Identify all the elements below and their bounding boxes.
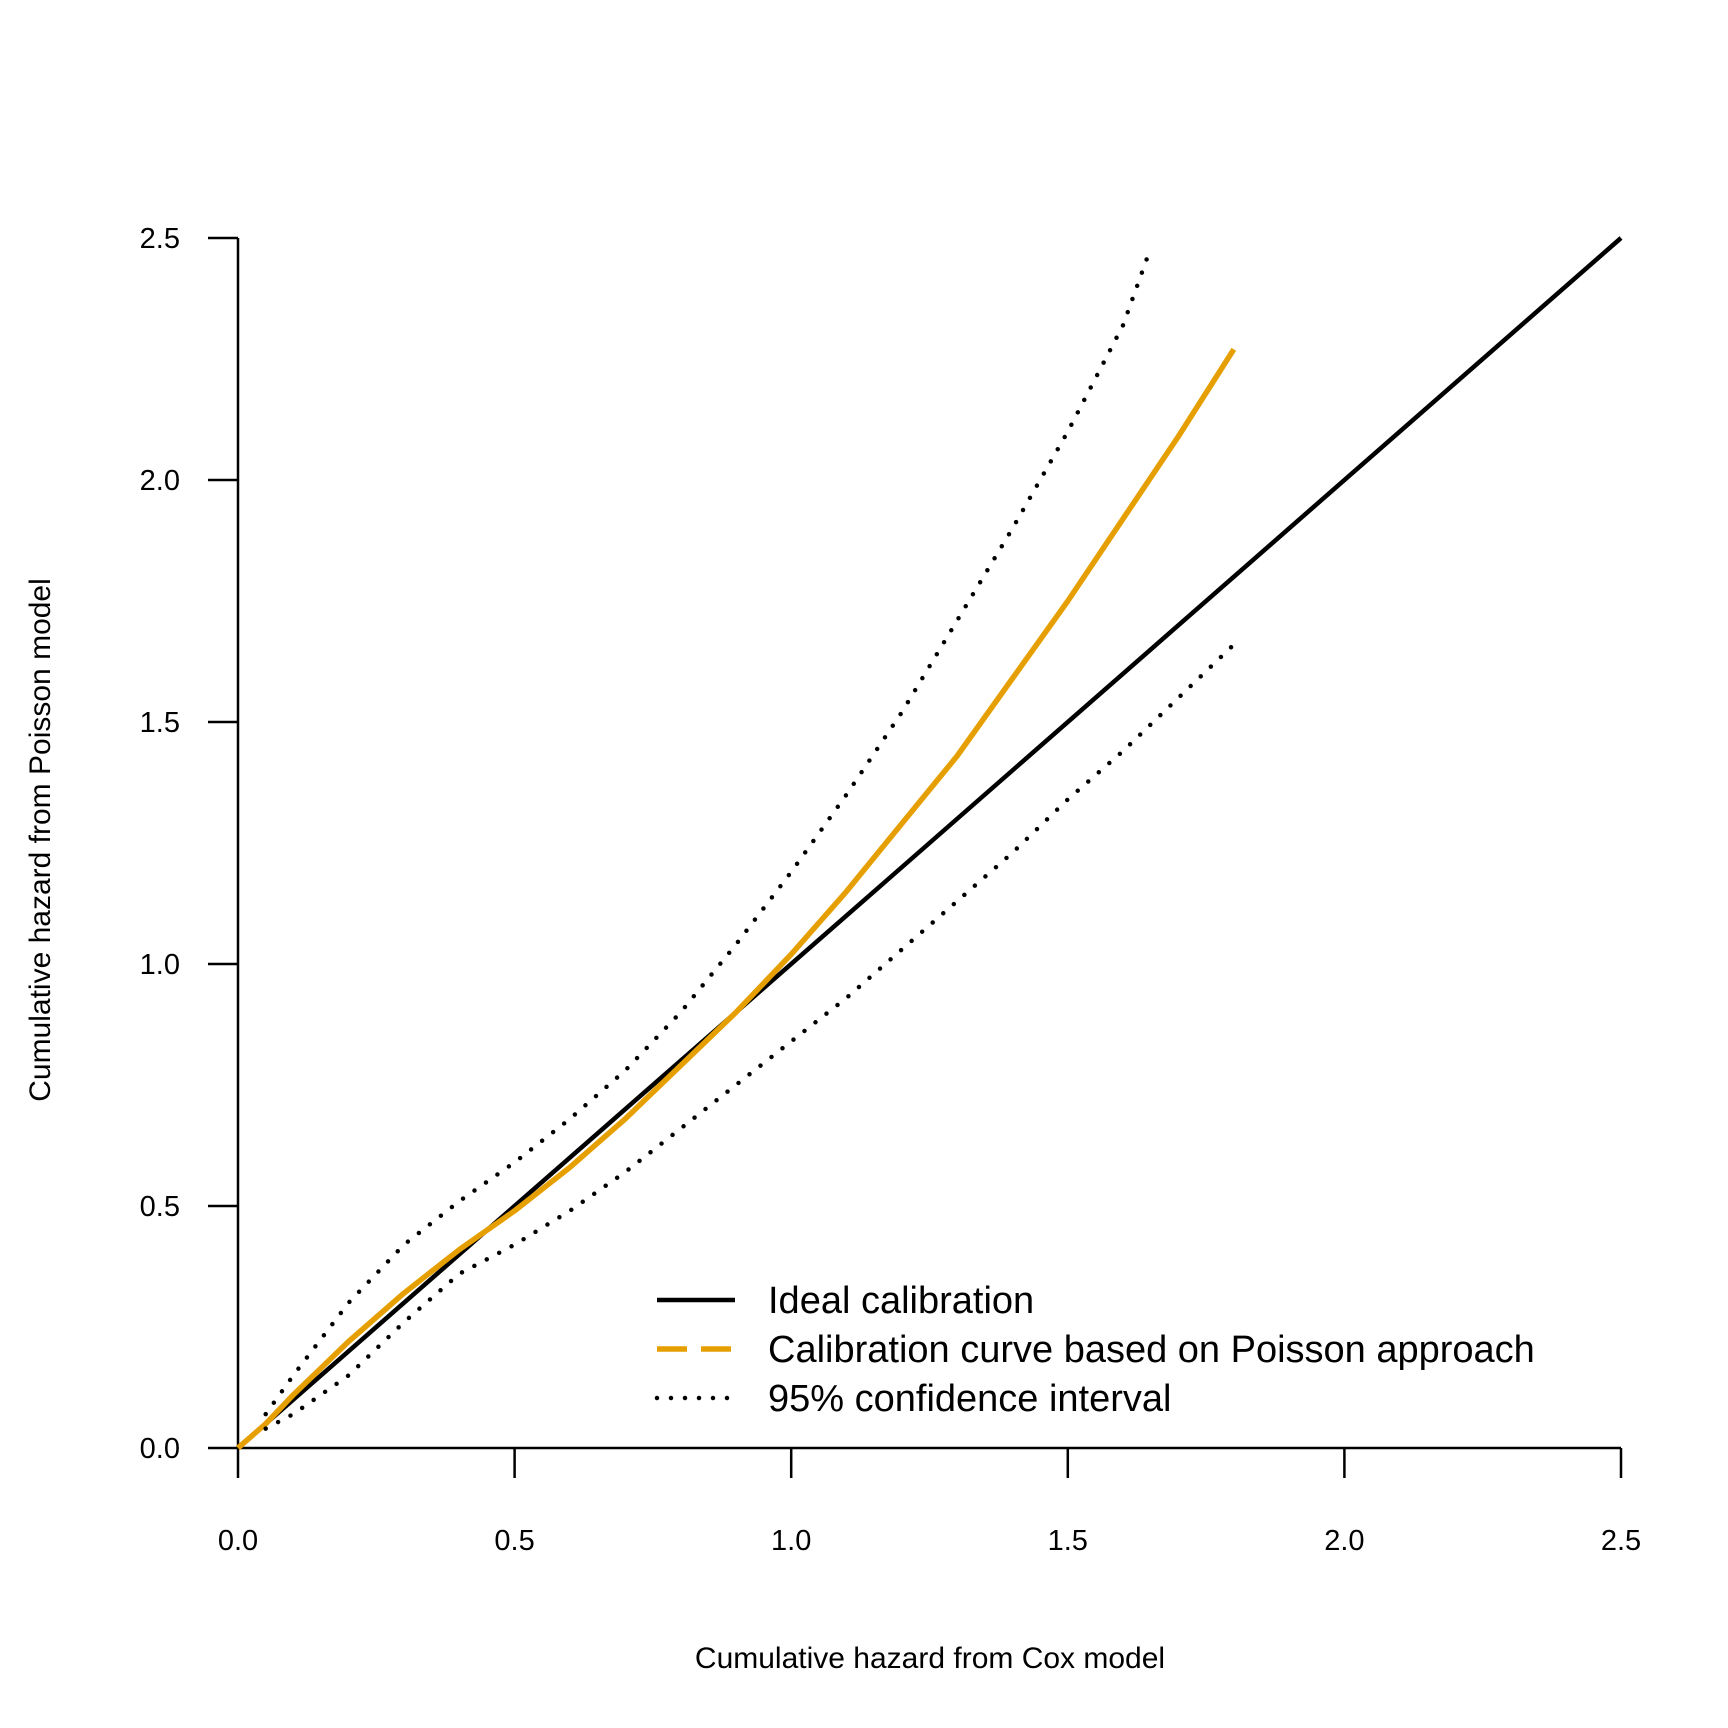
ci-upper-line [263,245,1154,1417]
y-tick-label: 2.0 [140,465,180,497]
axes: 0.0 0.5 1.0 1.5 2.0 2.5 0.0 0.5 1.0 1.5 2.0 2.5 [140,223,1641,1557]
x-tick-label: 2.5 [1601,1525,1641,1557]
x-tick-label: 2.0 [1324,1525,1364,1557]
legend-label: 95% confidence interval [768,1378,1171,1420]
x-axis-title: Cumulative hazard from Cox model [695,1642,1165,1675]
poisson-calibration-curve [236,347,1237,1451]
x-tick-label: 0.5 [494,1525,534,1557]
legend-ideal-calibration: Ideal calibration [657,1280,1034,1322]
y-tick-label: 2.5 [140,223,180,255]
x-tick-label: 0.0 [218,1525,258,1557]
legend-confidence-interval: 95% confidence interval [654,1378,1171,1420]
ci-lower-line [263,642,1237,1431]
legend-label: Calibration curve based on Poisson appro… [768,1329,1535,1371]
y-tick-label: 1.5 [140,707,180,739]
y-tick-label: 0.5 [140,1191,180,1223]
x-tick-label: 1.5 [1048,1525,1088,1557]
x-tick-label: 1.0 [771,1525,811,1557]
legend: Ideal calibration Calibration curve based… [654,1280,1535,1420]
plot-series [236,236,1623,1451]
legend-label: Ideal calibration [768,1280,1034,1322]
ideal-calibration-line [236,236,1623,1450]
y-axis-title: Cumulative hazard from Poisson model [24,578,57,1102]
legend-poisson-curve: Calibration curve based on Poisson appro… [657,1329,1535,1371]
y-tick-label: 1.0 [140,949,180,981]
y-tick-label: 0.0 [140,1433,180,1465]
